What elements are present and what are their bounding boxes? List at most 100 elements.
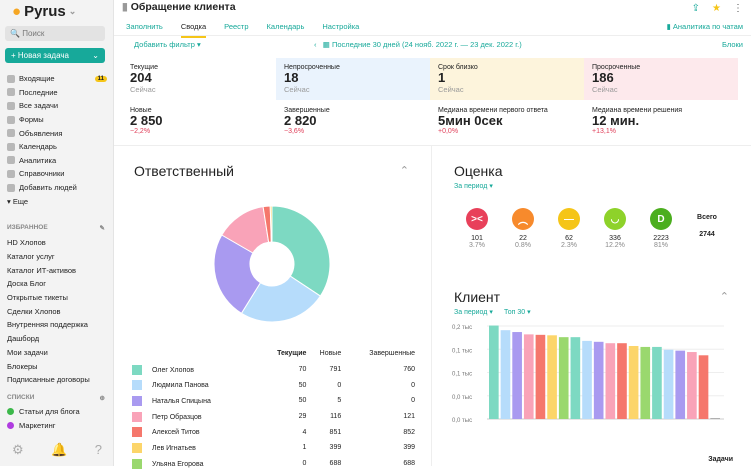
bell-icon[interactable]: 🔔 bbox=[51, 442, 68, 457]
favorite-item[interactable]: Внутренняя поддержка bbox=[7, 320, 88, 330]
table-row[interactable]: Людмила Панова 50 0 0 bbox=[132, 377, 415, 393]
sidebar-item[interactable]: Все задачи bbox=[7, 99, 107, 113]
bar[interactable] bbox=[652, 346, 662, 419]
favorite-item[interactable]: Мои задачи bbox=[7, 347, 48, 357]
add-filter-button[interactable]: Добавить фильтр ▾ bbox=[134, 40, 201, 49]
table-row[interactable]: Наталья Спицына 50 5 0 bbox=[132, 393, 415, 409]
nav-icon bbox=[7, 88, 15, 97]
bar[interactable] bbox=[570, 337, 581, 419]
list-item[interactable]: Маркетинг bbox=[7, 419, 80, 433]
lists-title: СПИСКИ bbox=[7, 394, 35, 401]
favorite-item[interactable]: Сделки Хлопов bbox=[7, 306, 61, 316]
sidebar-item[interactable]: Объявления bbox=[7, 126, 107, 140]
logo[interactable]: ● Pyrus ⌄ bbox=[12, 3, 76, 20]
favorite-item[interactable]: Дашборд bbox=[7, 334, 40, 344]
bar[interactable] bbox=[605, 343, 616, 419]
bar[interactable] bbox=[523, 334, 534, 419]
bar[interactable] bbox=[663, 349, 674, 419]
gear-icon[interactable]: ⚙ bbox=[12, 442, 24, 457]
bar[interactable] bbox=[675, 350, 686, 419]
star-icon[interactable]: ★ bbox=[712, 3, 721, 14]
tab[interactable]: Календарь bbox=[266, 22, 305, 31]
bar[interactable] bbox=[547, 335, 557, 419]
search-placeholder: Поиск bbox=[22, 29, 45, 38]
sidebar-item[interactable]: Аналитика bbox=[7, 154, 107, 168]
sidebar-item[interactable]: Формы bbox=[7, 113, 107, 127]
sidebar-item-label: Все задачи bbox=[19, 101, 59, 111]
search-input[interactable]: 🔍 Поиск bbox=[5, 26, 105, 41]
legend-swatch bbox=[132, 395, 142, 406]
sidebar-item-label: Формы bbox=[19, 115, 44, 125]
client-top-select[interactable]: Топ 30 ▾ bbox=[504, 309, 531, 316]
share-icon[interactable]: ⇪ bbox=[691, 3, 701, 14]
table-row[interactable]: Алексей Титов 4 851 852 bbox=[132, 424, 415, 440]
bar[interactable] bbox=[558, 337, 569, 419]
donut-slice[interactable] bbox=[271, 205, 331, 297]
legend-swatch bbox=[132, 411, 142, 422]
donut-slice[interactable] bbox=[269, 205, 273, 243]
sidebar-item[interactable]: Последние bbox=[7, 86, 107, 100]
chat-analytics-link[interactable]: ▮ Аналитика по чатам bbox=[667, 22, 743, 31]
chevron-down-icon[interactable]: ⌄ bbox=[68, 6, 77, 16]
bar[interactable] bbox=[500, 330, 511, 419]
add-icon[interactable]: ⊕ bbox=[99, 395, 105, 402]
sidebar-item[interactable]: Добавить людей bbox=[7, 181, 107, 195]
table-row[interactable]: Ульяна Егорова 0 688 688 bbox=[132, 456, 415, 472]
table-row[interactable]: Олег Хлопов 70 791 760 bbox=[132, 362, 415, 378]
bar[interactable] bbox=[582, 340, 592, 419]
chevron-down-icon[interactable]: ⌄ bbox=[92, 51, 99, 60]
favorite-item[interactable]: Подписанные договоры bbox=[7, 375, 90, 385]
favorite-item[interactable]: HD Хлопов bbox=[7, 238, 46, 248]
table-row[interactable]: Петр Образцов 29 116 121 bbox=[132, 409, 415, 425]
favorite-item[interactable]: Каталог ИТ-активов bbox=[7, 265, 77, 275]
collapse-icon[interactable]: ⌃ bbox=[399, 165, 409, 177]
favorites-header: ИЗБРАННОЕ ✎ bbox=[7, 224, 105, 232]
form-icon: ▮ bbox=[122, 1, 128, 13]
bar[interactable] bbox=[617, 343, 627, 419]
bar[interactable] bbox=[628, 345, 639, 419]
bar[interactable] bbox=[512, 332, 522, 419]
bar[interactable] bbox=[593, 341, 604, 419]
tab[interactable]: Заполнить bbox=[126, 22, 163, 31]
favorite-item[interactable]: Доска Блог bbox=[7, 279, 46, 289]
pencil-icon[interactable]: ✎ bbox=[99, 225, 105, 232]
bar[interactable] bbox=[687, 352, 697, 419]
favorite-item[interactable]: Открытые тикеты bbox=[7, 293, 68, 303]
rating-period-select[interactable]: За период ▾ bbox=[454, 183, 493, 190]
tab[interactable]: Реестр bbox=[224, 22, 249, 31]
sidebar-item[interactable]: Календарь bbox=[7, 140, 107, 154]
prev-icon[interactable]: ‹ bbox=[314, 40, 317, 49]
favorite-item[interactable]: Блокеры bbox=[7, 361, 38, 371]
sidebar-item[interactable]: Входящие 11 bbox=[7, 72, 107, 86]
list-item[interactable]: Статьи для блога bbox=[7, 405, 80, 419]
bar[interactable] bbox=[710, 418, 720, 419]
tab[interactable]: Настройка bbox=[322, 22, 360, 31]
stat-delta: −2,2% bbox=[130, 128, 151, 135]
period-selector[interactable]: ‹ ▦ Последние 30 дней (24 нояб. 2022 г. … bbox=[314, 40, 522, 49]
rating-count: 62 bbox=[565, 235, 573, 242]
donut-slice[interactable] bbox=[240, 275, 322, 323]
cell-current: 50 bbox=[298, 397, 307, 405]
sidebar-item-label: Добавить людей bbox=[19, 183, 77, 193]
new-task-button[interactable]: + Новая задача ⌄ bbox=[5, 48, 105, 63]
sidebar-item[interactable]: Справочники bbox=[7, 167, 107, 181]
column-header: Новые bbox=[319, 350, 342, 358]
blocks-button[interactable]: Блоки bbox=[722, 40, 743, 49]
tab[interactable]: Сводка bbox=[180, 20, 207, 38]
bar[interactable] bbox=[535, 334, 546, 419]
donut-slice[interactable] bbox=[213, 234, 262, 315]
main: ▮ Обращение клиента ⇪ ★ ⋮ Заполнить Сводка Р… bbox=[114, 0, 751, 469]
bar[interactable] bbox=[640, 346, 651, 419]
more-icon[interactable]: ⋮ bbox=[733, 3, 743, 14]
bar[interactable] bbox=[489, 325, 499, 419]
client-period-select[interactable]: За период ▾ bbox=[454, 309, 493, 316]
sidebar-item[interactable]: ▾ Еще bbox=[7, 194, 107, 208]
help-icon[interactable]: ? bbox=[94, 442, 102, 457]
collapse-icon[interactable]: ⌃ bbox=[719, 291, 729, 303]
stat-label: Непросроченные bbox=[284, 64, 340, 71]
bar[interactable] bbox=[698, 355, 709, 419]
favorite-item[interactable]: Каталог услуг bbox=[7, 252, 55, 262]
table-row[interactable]: Лев Игнатьев 1 399 399 bbox=[132, 440, 415, 456]
bar-chart-icon: ▮ bbox=[666, 22, 671, 31]
stat-card: Новые 2 850 −2,2% bbox=[122, 101, 276, 143]
